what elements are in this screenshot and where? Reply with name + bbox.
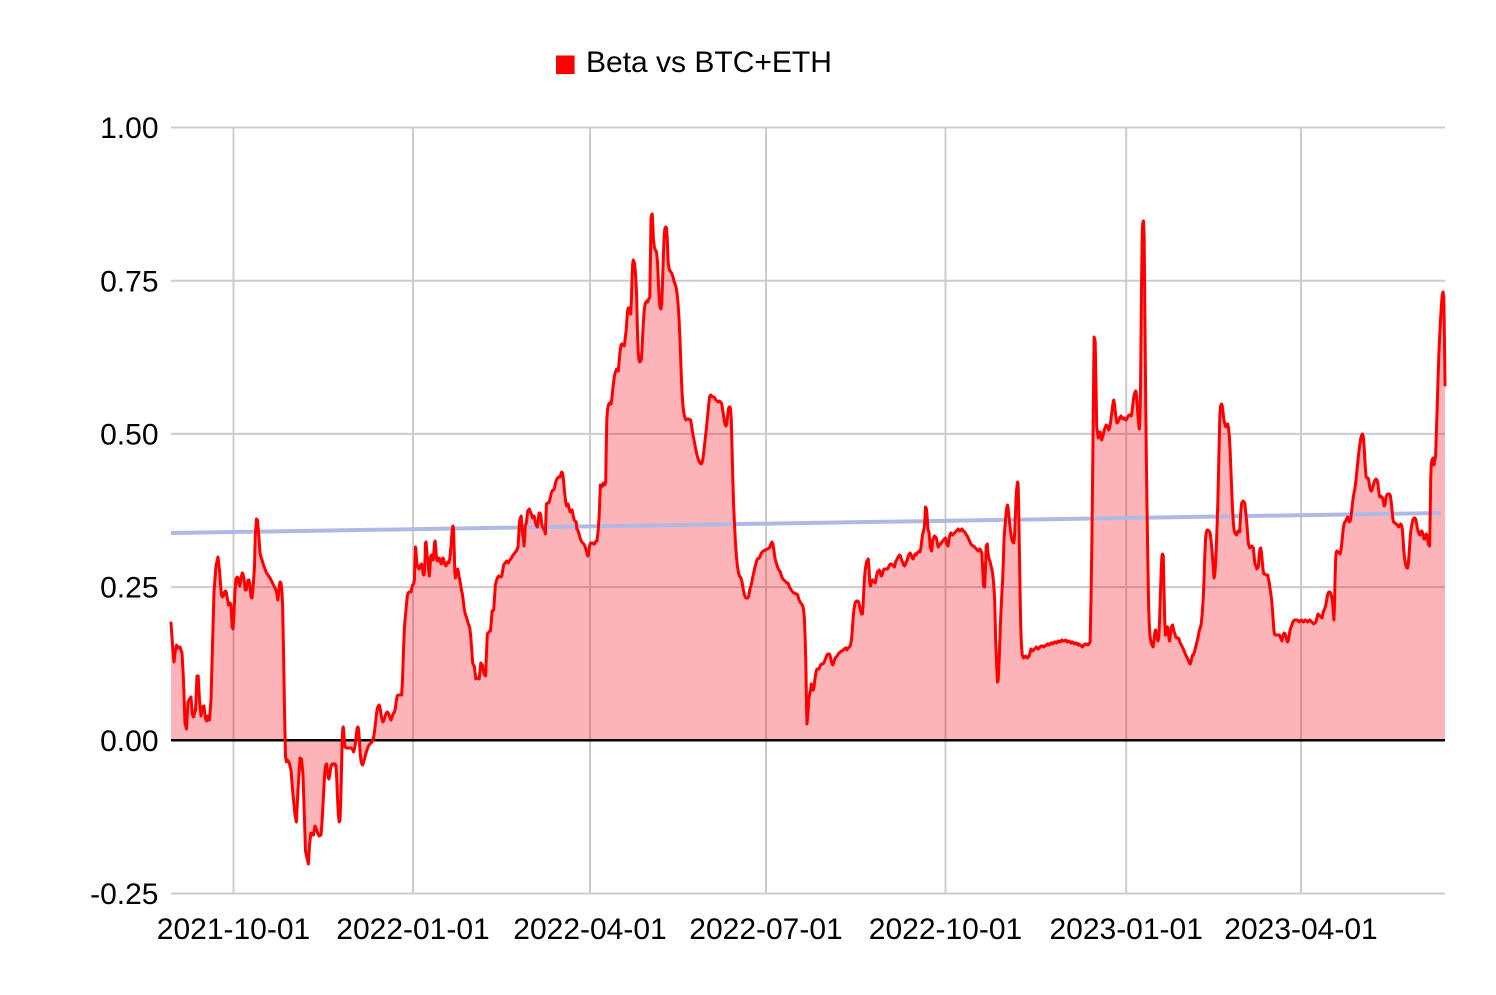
svg-text:0.25: 0.25 <box>100 572 158 605</box>
svg-text:2021-10-01: 2021-10-01 <box>157 913 310 946</box>
svg-text:1.00: 1.00 <box>100 112 158 145</box>
svg-text:2022-01-01: 2022-01-01 <box>336 913 489 946</box>
svg-text:2022-04-01: 2022-04-01 <box>513 913 666 946</box>
svg-text:0.75: 0.75 <box>100 265 158 298</box>
svg-text:2023-04-01: 2023-04-01 <box>1224 913 1377 946</box>
svg-text:0.00: 0.00 <box>100 725 158 758</box>
svg-text:Beta vs BTC+ETH: Beta vs BTC+ETH <box>586 46 832 79</box>
svg-text:2022-07-01: 2022-07-01 <box>689 913 842 946</box>
svg-text:-0.25: -0.25 <box>90 878 158 911</box>
svg-text:2022-10-01: 2022-10-01 <box>869 913 1022 946</box>
svg-text:0.50: 0.50 <box>100 419 158 452</box>
svg-text:2023-01-01: 2023-01-01 <box>1049 913 1202 946</box>
